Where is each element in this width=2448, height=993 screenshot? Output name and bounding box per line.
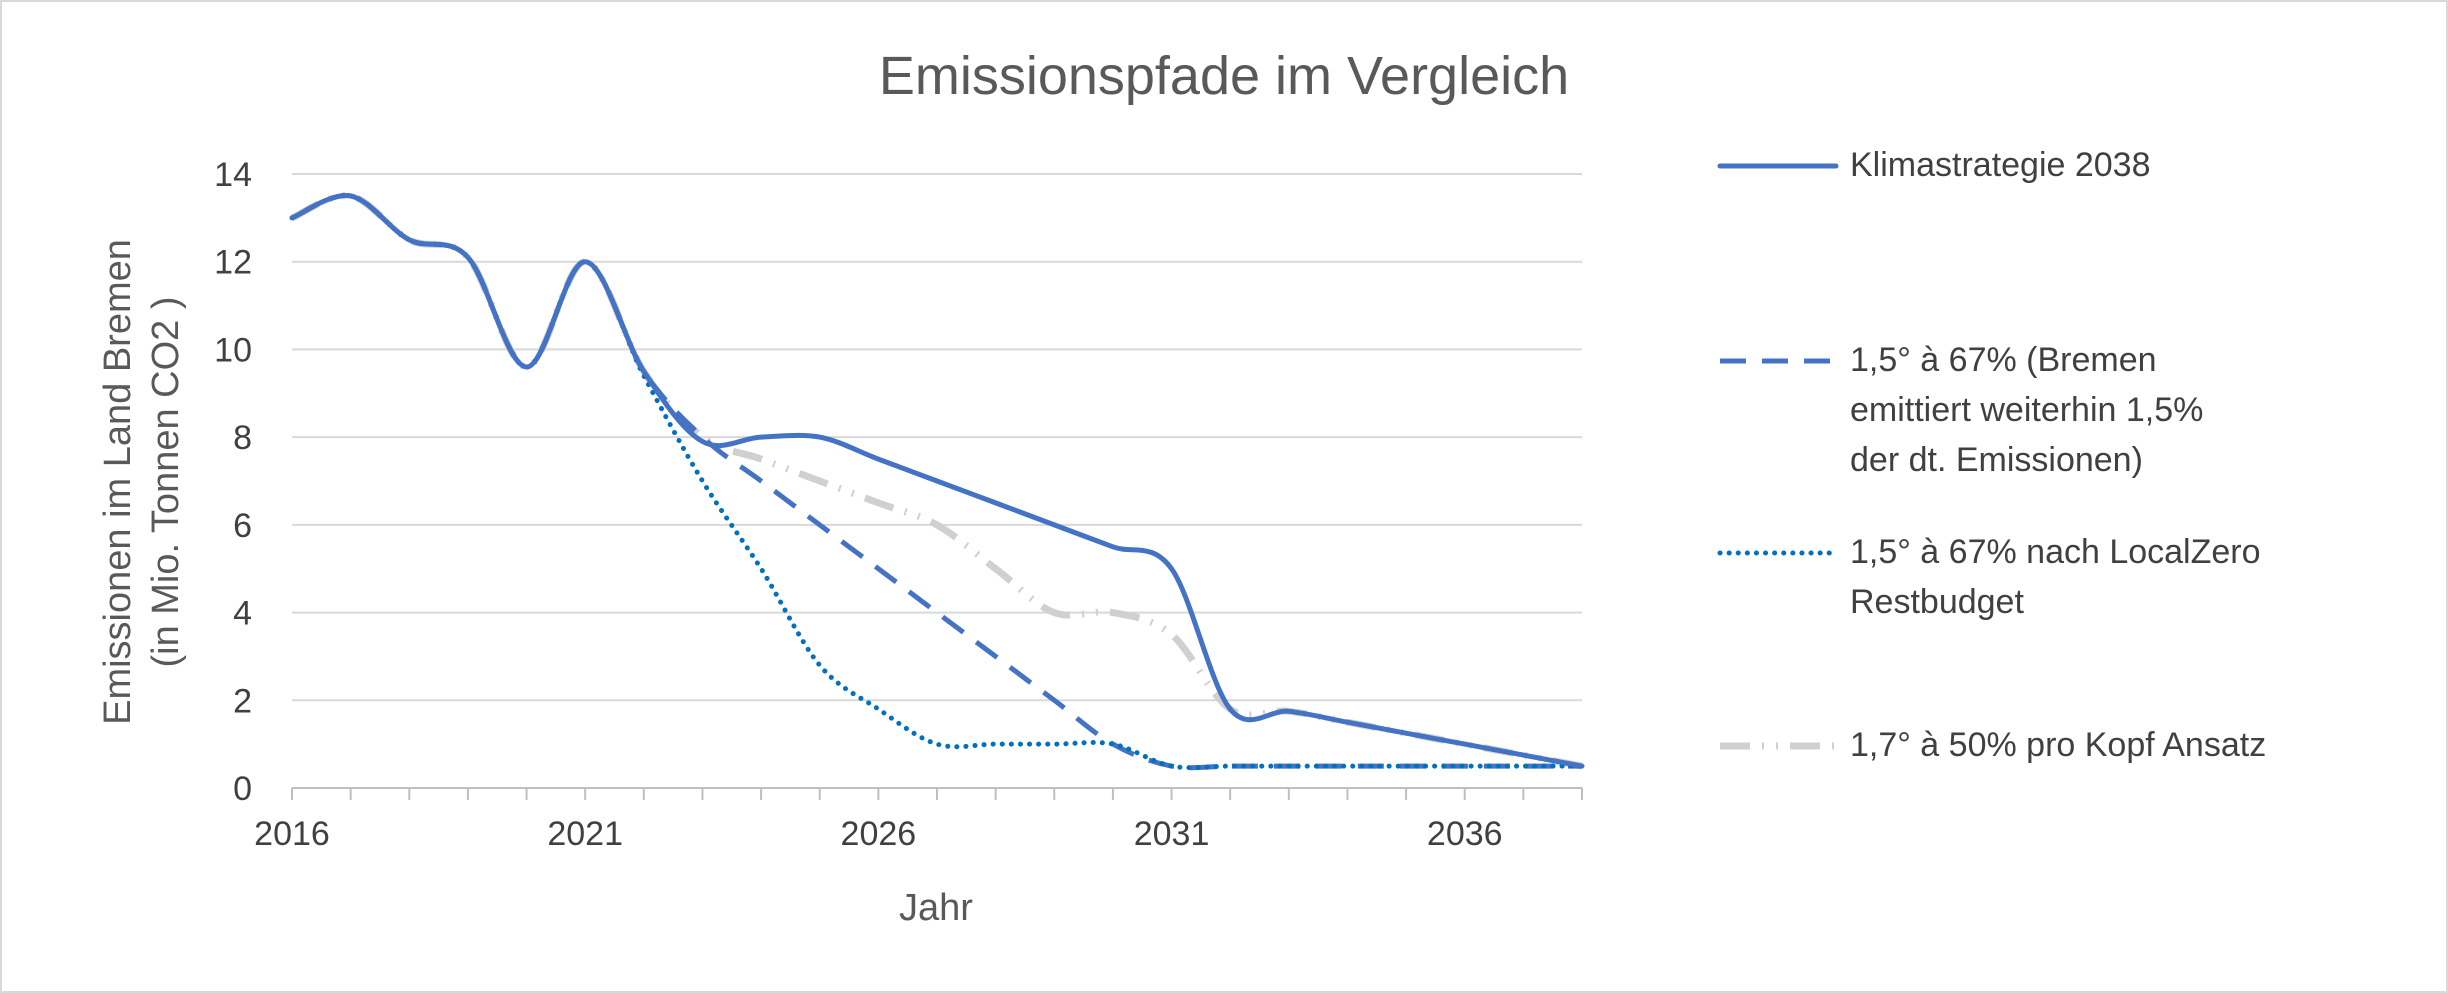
series-line-2 — [290, 193, 1582, 771]
y-tick-labels: 0 2 4 6 8 10 12 14 — [214, 156, 252, 808]
gridlines — [292, 173, 1582, 702]
legend-label: der dt. Emissionen) — [1850, 441, 2143, 479]
legend-label: 1,5° à 67% nach LocalZero — [1850, 533, 2261, 571]
y-tick-label: 14 — [214, 156, 252, 194]
y-axis-title: Emissionen im Land Bremen (in Mio. Tonne… — [97, 239, 187, 725]
x-axis-title: Jahr — [899, 887, 973, 929]
legend-item-1: Klimastrategie 2038 — [1717, 146, 2151, 184]
y-tick-label: 4 — [233, 595, 252, 633]
series-line-1 — [289, 193, 1585, 769]
x-tick-labels: 2016 2021 2026 2031 2036 — [254, 815, 1502, 853]
legend-label: Restbudget — [1850, 583, 2024, 621]
x-tick-label: 2031 — [1134, 815, 1210, 853]
x-tick-label: 2036 — [1427, 815, 1503, 853]
legend-item-4: 1,7° à 50% pro Kopf Ansatz — [1720, 726, 2266, 764]
y-tick-label: 6 — [233, 507, 252, 545]
legend-label: 1,5° à 67% (Bremen — [1850, 341, 2157, 379]
series-line-3 — [289, 193, 1585, 771]
legend-item-3: 1,5° à 67% nach LocalZero Restbudget — [1717, 533, 2261, 621]
x-axis — [291, 787, 1583, 800]
legend-label: 1,7° à 50% pro Kopf Ansatz — [1850, 726, 2266, 764]
x-tick-label: 2026 — [841, 815, 917, 853]
series-lines — [289, 192, 1585, 771]
y-axis-title-line-1: Emissionen im Land Bremen — [97, 239, 139, 725]
legend: Klimastrategie 2038 1,5° à 67% (Bremen emi… — [1717, 146, 2266, 764]
y-tick-label: 2 — [233, 682, 252, 720]
legend-label: Klimastrategie 2038 — [1850, 146, 2151, 184]
legend-item-2: 1,5° à 67% (Bremen emittiert weiterhin 1,… — [1720, 341, 2203, 479]
y-axis-title-line-2: (in Mio. Tonnen CO2 ) — [145, 296, 187, 667]
chart-title: Emissionspfade im Vergleich — [879, 46, 1569, 106]
y-tick-label: 0 — [233, 770, 252, 808]
x-tick-label: 2016 — [254, 815, 330, 853]
y-tick-label: 8 — [233, 419, 252, 457]
legend-label: emittiert weiterhin 1,5% — [1850, 391, 2203, 429]
x-tick-label: 2021 — [547, 815, 623, 853]
y-tick-label: 12 — [214, 244, 252, 282]
y-tick-label: 10 — [214, 331, 252, 369]
